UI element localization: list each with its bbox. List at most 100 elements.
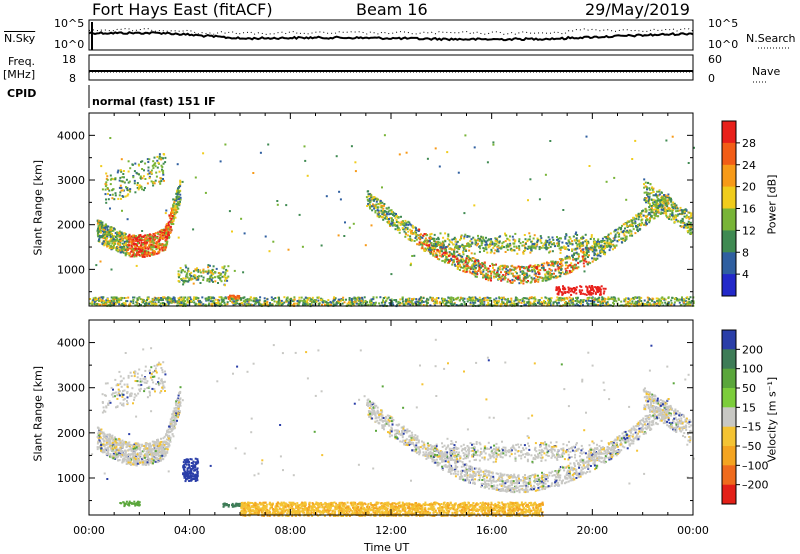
data-cell [197,277,200,280]
data-cell [167,224,170,227]
data-cell [176,206,179,209]
data-cell [249,296,252,299]
data-cell [604,297,607,300]
data-cell [359,296,362,299]
data-cell [97,225,100,228]
data-cell [334,298,336,301]
data-cell [598,240,601,243]
data-cell [560,259,563,262]
data-cell [556,261,559,264]
data-cell [599,302,602,305]
data-cell [656,302,659,305]
data-cell [121,238,124,241]
data-cell [124,237,127,240]
data-cell [561,264,564,267]
data-cell [419,299,422,302]
data-cell [482,236,485,239]
data-cell [214,298,217,301]
data-cell [613,239,616,242]
data-cell [156,155,159,158]
data-cell [129,237,131,240]
data-cell [483,299,486,302]
data-cell [150,169,153,172]
data-cell [687,220,690,223]
data-cell [463,247,466,250]
data-cell [655,193,657,196]
data-cell [594,292,597,295]
data-cell [516,252,519,255]
data-cell [386,216,388,219]
data-cell [522,270,525,273]
data-cell [375,203,378,206]
data-cell [161,169,164,172]
data-cell [387,206,390,209]
data-cell [186,272,189,275]
data-cell [506,266,509,268]
data-cell [162,233,164,236]
data-cell [498,240,501,243]
data-cell [578,290,581,293]
data-cell [149,300,152,303]
data-cell [565,256,568,259]
data-cell [209,270,212,272]
data-cell [601,247,603,249]
data-cell [677,220,680,223]
data-cell [165,228,168,231]
data-cell [486,274,489,277]
data-cell [130,235,133,238]
data-cell [118,232,120,234]
data-cell [96,219,99,222]
data-cell [594,259,597,261]
data-cell [664,301,667,304]
data-cell [354,297,357,300]
data-cell [623,300,626,303]
data-cell [160,164,163,167]
data-cell [549,274,552,277]
data-cell [164,246,167,249]
data-cell [144,242,147,245]
data-cell [484,243,487,246]
data-cell [479,238,481,241]
data-cell [673,301,676,304]
data-cell [588,261,590,264]
data-cell [153,252,156,255]
data-cell [629,224,632,227]
data-cell [156,237,159,240]
data-cell [606,246,609,248]
data-cell [656,205,659,208]
data-cell [585,239,588,242]
data-cell [549,245,552,248]
data-cell [144,245,147,248]
data-cell [578,239,581,242]
data-cell [482,270,485,273]
data-cell [687,231,689,234]
data-cell [493,272,496,275]
data-cell [96,298,98,301]
data-cell [119,191,122,194]
data-cell [689,229,692,231]
data-cell [454,238,457,241]
data-cell [640,302,643,305]
data-cell [509,242,512,245]
data-cell [150,180,153,183]
data-cell [112,229,115,232]
data-cell [586,263,589,266]
data-cell [606,301,609,304]
data-cell [457,265,459,268]
data-cell [408,301,411,303]
data-cell [215,304,218,307]
data-cell [511,281,514,284]
data-cell [258,304,261,306]
data-cell [504,302,507,305]
data-cell [421,299,424,302]
data-cell [227,275,230,278]
data-cell [105,243,108,246]
data-cell [419,234,422,237]
data-cell [179,267,182,269]
data-cell [547,272,550,275]
data-cell [205,270,208,273]
data-cell [441,253,444,256]
data-cell [140,303,142,306]
data-cell [664,202,667,205]
data-cell [634,296,637,299]
